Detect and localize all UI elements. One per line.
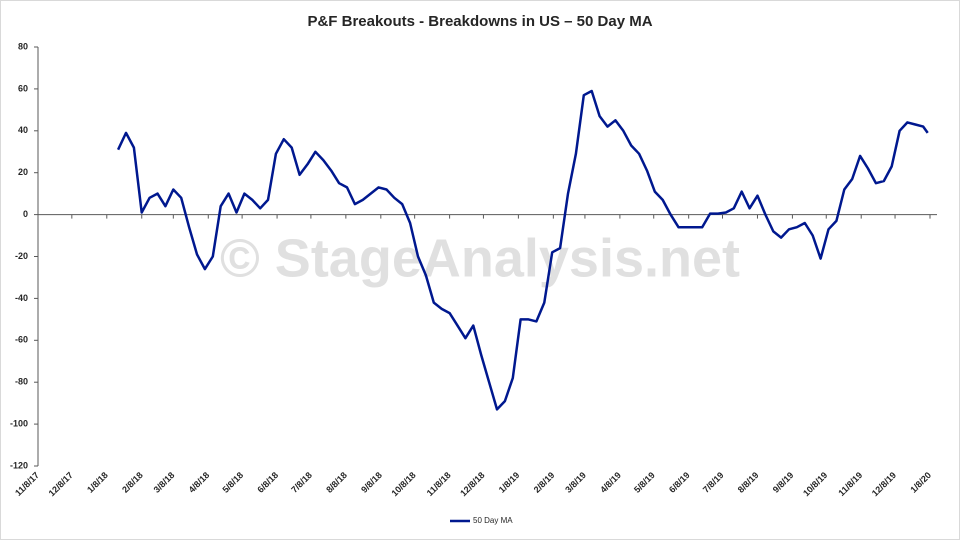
y-tick-label: 0 bbox=[23, 209, 28, 219]
y-tick-label: -120 bbox=[10, 460, 28, 470]
y-tick-label: -80 bbox=[15, 377, 28, 387]
y-tick-label: -20 bbox=[15, 251, 28, 261]
y-tick-label: -40 bbox=[15, 293, 28, 303]
legend-label: 50 Day MA bbox=[473, 516, 513, 525]
chart-title: P&F Breakouts - Breakdowns in US – 50 Da… bbox=[307, 13, 652, 30]
y-tick-label: -60 bbox=[15, 335, 28, 345]
data-line bbox=[116, 89, 929, 411]
y-tick-label: 60 bbox=[18, 83, 28, 93]
watermark: © StageAnalysis.net bbox=[220, 228, 740, 288]
y-tick-label: 40 bbox=[18, 125, 28, 135]
y-tick-label: -100 bbox=[10, 418, 28, 428]
y-tick-label: 80 bbox=[18, 41, 28, 51]
y-tick-label: 20 bbox=[18, 167, 28, 177]
